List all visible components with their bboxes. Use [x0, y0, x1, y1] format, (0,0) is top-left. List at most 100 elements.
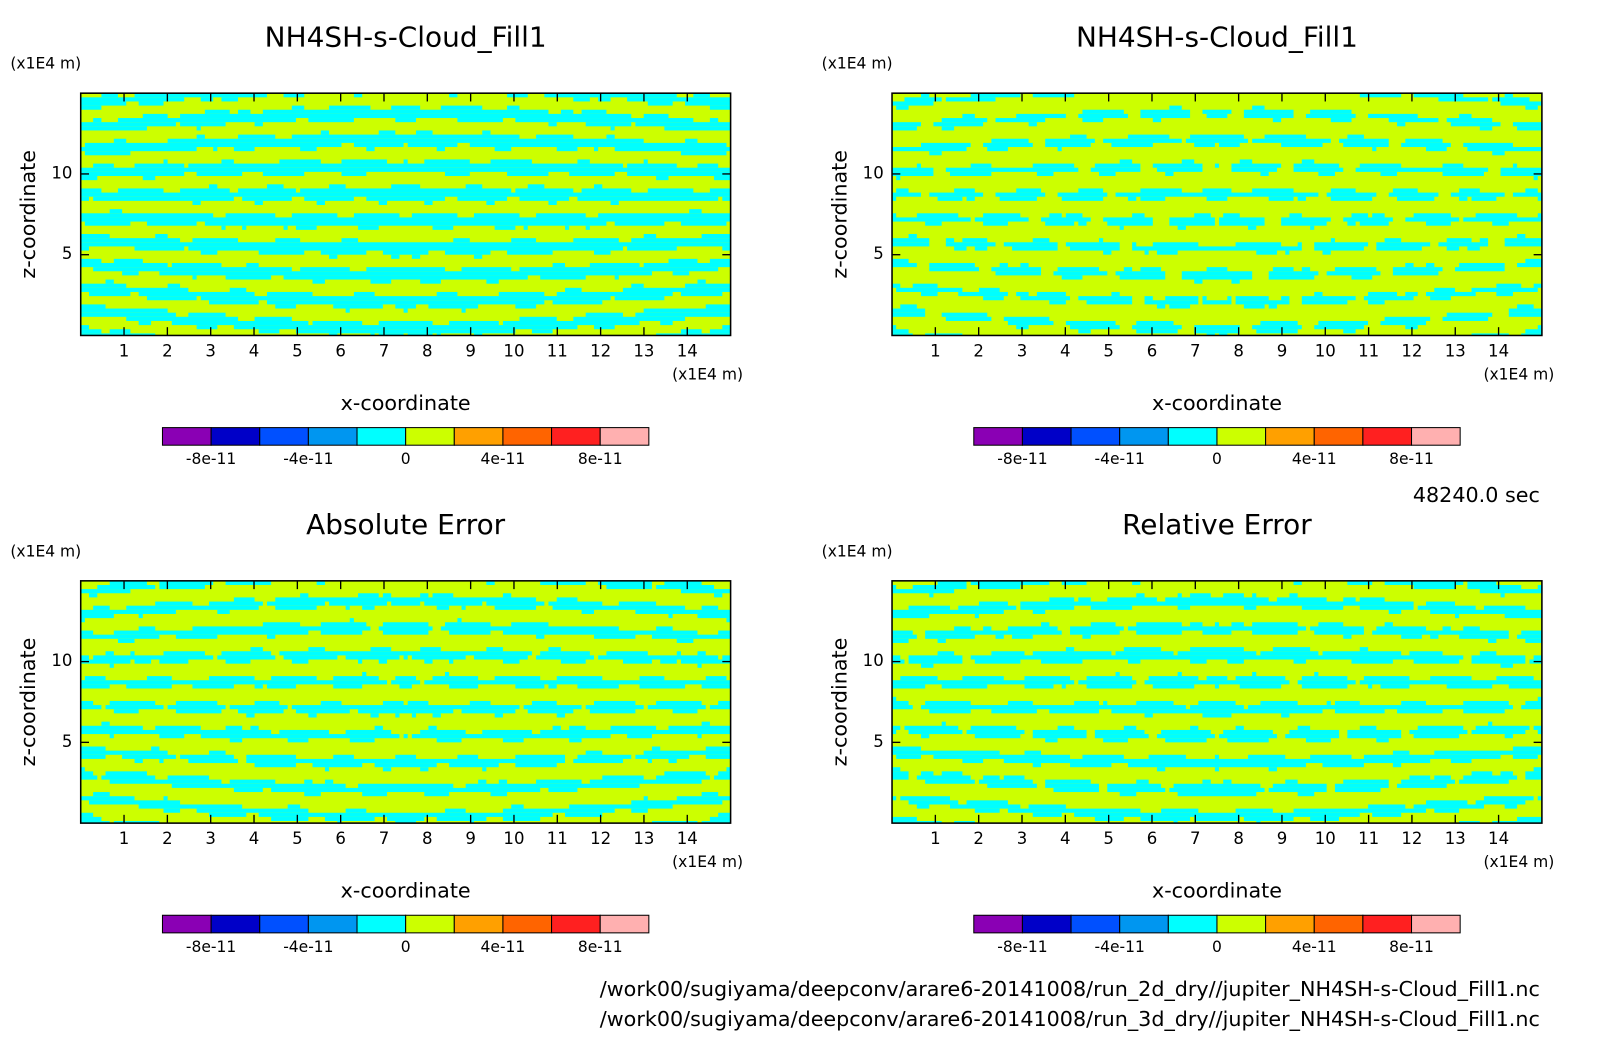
- field-cell: [1132, 325, 1182, 330]
- field-cell: [80, 796, 135, 801]
- field-cell: [221, 651, 272, 656]
- field-cell: [403, 308, 408, 313]
- field-cell: [680, 221, 727, 226]
- field-cell: [1301, 605, 1344, 610]
- field-cell: [1376, 738, 1389, 743]
- field-cell: [548, 601, 603, 606]
- field-cell: [1459, 821, 1480, 824]
- field-cell: [225, 659, 251, 664]
- field-cell: [1409, 729, 1468, 735]
- field-cell: [1293, 163, 1340, 168]
- field-cell: [420, 279, 441, 284]
- field-cell: [490, 159, 532, 164]
- field-cell: [560, 659, 586, 664]
- field-cell: [300, 147, 317, 152]
- x-tick-label: 2: [973, 829, 984, 848]
- field-cell: [1438, 242, 1489, 247]
- field-cell: [1533, 725, 1542, 730]
- field-cell: [1426, 291, 1476, 297]
- field-cell: [1272, 783, 1327, 788]
- field-cell: [565, 287, 582, 292]
- field-cell: [391, 105, 421, 110]
- field-cell: [254, 200, 263, 206]
- field-cell: [1397, 122, 1406, 127]
- field-cell: [1297, 196, 1306, 201]
- field-cell: [444, 622, 491, 627]
- field-cell: [146, 221, 197, 226]
- field-cell: [1206, 113, 1228, 119]
- colorbar-box: [973, 427, 1023, 446]
- x-tick-label: 7: [379, 829, 390, 848]
- field-cell: [676, 796, 731, 801]
- field-cell: [300, 267, 350, 272]
- field-cell: [1330, 196, 1373, 201]
- field-cell: [180, 113, 632, 119]
- field-cell: [461, 605, 466, 610]
- field-cell: [987, 147, 1008, 152]
- field-cell: [1136, 622, 1182, 627]
- field-cell: [1413, 584, 1455, 590]
- field-cell: [238, 109, 251, 114]
- field-cell: [295, 225, 317, 230]
- field-cell: [175, 634, 218, 639]
- field-cell: [498, 779, 508, 784]
- field-cell: [1243, 109, 1294, 114]
- colorbar-tick-label: -4e-11: [1095, 938, 1145, 956]
- field-cell: [991, 709, 1037, 714]
- field-cell: [382, 593, 392, 598]
- field-cell: [892, 680, 1075, 685]
- field-cell: [1318, 171, 1335, 177]
- field-cell: [1330, 188, 1356, 193]
- field-cell: [1115, 671, 1120, 677]
- field-cell: [138, 101, 164, 106]
- field-cell: [680, 589, 731, 594]
- field-cell: [1351, 213, 1369, 218]
- field-cell: [1525, 775, 1542, 780]
- field-cell: [569, 725, 586, 730]
- field-cell: [378, 659, 388, 664]
- field-cell: [209, 184, 218, 189]
- field-cell: [175, 709, 222, 714]
- field-cell: [80, 618, 85, 623]
- field-cell: [1049, 213, 1062, 218]
- field-cell: [1525, 258, 1542, 263]
- field-cell: [225, 580, 272, 585]
- field-cell: [432, 593, 454, 598]
- field-cell: [1483, 796, 1534, 801]
- x-tick-label: 4: [249, 342, 260, 361]
- field-cell: [494, 225, 516, 230]
- field-cell: [892, 312, 926, 317]
- field-cell: [589, 779, 702, 784]
- field-cell: [1169, 787, 1265, 793]
- field-cell: [697, 163, 719, 168]
- field-cell: [1070, 134, 1087, 139]
- field-cell: [1347, 580, 1373, 585]
- field-cell: [921, 142, 971, 148]
- field-cell: [300, 593, 309, 598]
- field-cell: [229, 738, 243, 743]
- field-cell: [250, 647, 263, 652]
- field-cell: [598, 213, 731, 218]
- field-cell: [631, 283, 644, 288]
- field-cell: [209, 750, 226, 755]
- field-cell: [316, 580, 325, 585]
- colorbar-box: [1167, 427, 1218, 446]
- field-cell: [1388, 192, 1439, 197]
- field-cell: [382, 700, 404, 706]
- colorbar-tick-label: 4e-11: [481, 450, 526, 468]
- field-cell: [1235, 676, 1286, 681]
- x-unit: (x1E4 m): [672, 853, 743, 871]
- field-cell: [540, 580, 586, 585]
- field-cell: [1339, 138, 1389, 143]
- field-cell: [892, 192, 922, 197]
- field-cell: [262, 171, 305, 177]
- field-cell: [80, 680, 388, 685]
- field-cell: [494, 147, 512, 152]
- field-cell: [921, 771, 934, 776]
- field-cell: [1235, 300, 1290, 305]
- x-tick-label: 13: [633, 829, 654, 848]
- field-cell: [1500, 771, 1513, 776]
- x-tick-label: 9: [1277, 342, 1288, 361]
- field-cell: [1380, 320, 1427, 326]
- field-cell: [1140, 113, 1191, 119]
